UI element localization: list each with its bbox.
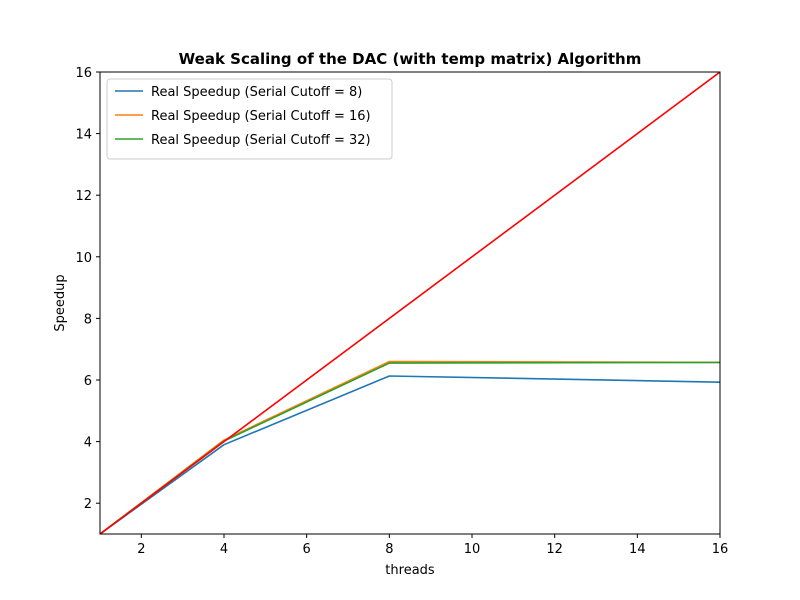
legend: Real Speedup (Serial Cutoff = 8) Real Spe…: [106, 78, 393, 160]
chart-title: Weak Scaling of the DAC (with temp matri…: [179, 50, 642, 68]
y-tick-label: 12: [75, 189, 92, 204]
legend-label-1: Real Speedup (Serial Cutoff = 8): [151, 85, 362, 100]
y-tick-label: 14: [75, 128, 92, 143]
legend-label-2: Real Speedup (Serial Cutoff = 16): [151, 109, 371, 124]
legend-label-3: Real Speedup (Serial Cutoff = 32): [151, 133, 371, 148]
y-tick-label: 8: [84, 312, 92, 327]
series-line-1: [100, 375, 720, 534]
series-layer: [100, 72, 720, 534]
y-tick-label: 6: [84, 374, 92, 389]
x-tick-label: 10: [464, 542, 481, 557]
y-tick-label: 10: [75, 251, 92, 266]
x-tick-label: 6: [303, 542, 311, 557]
x-axis-label: threads: [385, 563, 435, 578]
y-tick-label: 16: [75, 66, 92, 81]
x-tick-label: 14: [629, 542, 646, 557]
plot-frame: [99, 71, 721, 535]
x-tick-label: 4: [220, 542, 228, 557]
y-tick-label: 4: [84, 436, 92, 451]
axes-layer: 2 4 6 8 10 12 14 16 2 4 6 8 10 12 14 16: [75, 66, 728, 557]
y-tick-label: 2: [84, 497, 92, 512]
x-tick-label: 2: [137, 542, 145, 557]
x-tick-label: 12: [546, 542, 563, 557]
x-tick-label: 8: [385, 542, 393, 557]
y-axis-label: Speedup: [53, 274, 68, 331]
series-line-4: [100, 72, 720, 534]
x-tick-label: 16: [712, 542, 729, 557]
legend-box: [106, 78, 393, 160]
